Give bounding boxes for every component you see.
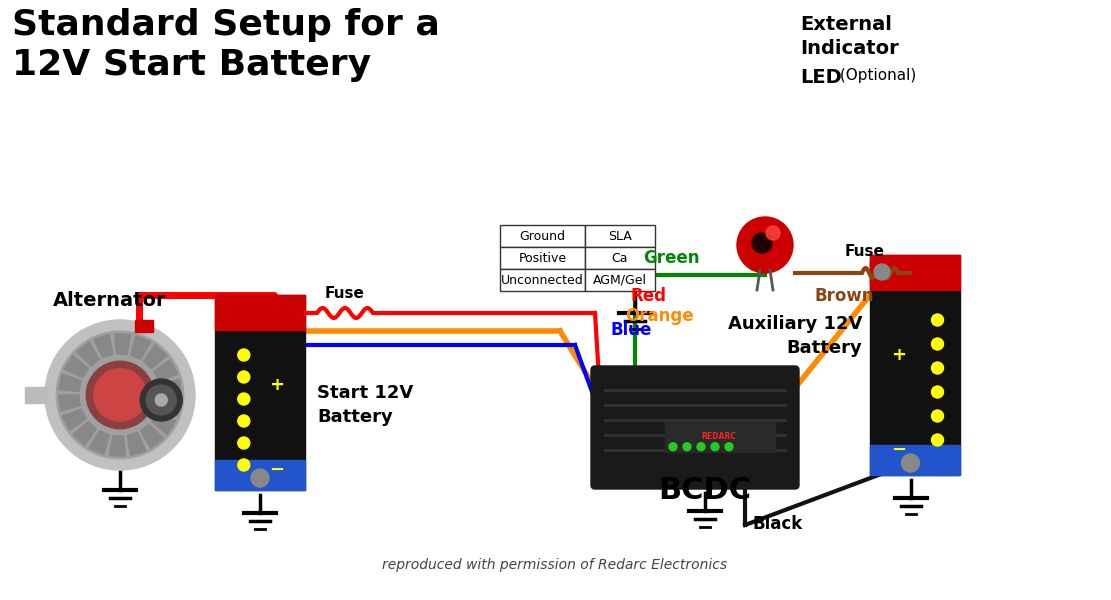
Text: Start 12V
Battery: Start 12V Battery	[317, 384, 413, 426]
Bar	[136, 320, 153, 332]
Polygon shape	[159, 398, 181, 416]
Bar	[585, 269, 655, 291]
Bar	[665, 422, 775, 452]
Text: +: +	[269, 376, 283, 394]
Text: Black: Black	[753, 515, 803, 533]
Circle shape	[238, 415, 250, 427]
Text: Green: Green	[643, 249, 700, 267]
Text: −: −	[269, 461, 283, 479]
Polygon shape	[127, 433, 146, 455]
Circle shape	[147, 385, 177, 415]
Polygon shape	[160, 379, 181, 395]
Bar	[216, 460, 306, 490]
Bar	[870, 261, 895, 283]
Text: Fuse: Fuse	[326, 286, 364, 301]
Bar	[870, 255, 960, 290]
Bar	[755, 252, 775, 270]
Text: 12V Start Battery: 12V Start Battery	[12, 48, 371, 82]
Circle shape	[697, 443, 705, 451]
Circle shape	[57, 331, 183, 459]
Bar	[500, 247, 585, 269]
Text: Orange: Orange	[625, 307, 693, 325]
Bar	[26, 387, 47, 403]
FancyBboxPatch shape	[591, 366, 799, 489]
Circle shape	[669, 443, 677, 451]
Polygon shape	[59, 374, 81, 391]
Bar	[585, 225, 655, 247]
Bar	[500, 225, 585, 247]
Circle shape	[765, 226, 780, 240]
Text: Auxiliary 12V
Battery: Auxiliary 12V Battery	[728, 315, 862, 356]
Circle shape	[140, 379, 182, 421]
Circle shape	[93, 369, 147, 421]
Circle shape	[46, 320, 196, 470]
Circle shape	[238, 349, 250, 361]
Text: Positive: Positive	[519, 251, 567, 265]
Text: Unconnected: Unconnected	[501, 274, 584, 286]
Polygon shape	[143, 344, 167, 368]
Text: reproduced with permission of Redarc Electronics: reproduced with permission of Redarc Ele…	[382, 558, 728, 572]
Text: Red: Red	[630, 287, 665, 305]
Circle shape	[931, 338, 943, 350]
Polygon shape	[64, 355, 89, 377]
Circle shape	[931, 362, 943, 374]
Circle shape	[737, 217, 793, 273]
Text: (Optional): (Optional)	[835, 68, 917, 83]
Circle shape	[725, 443, 733, 451]
Bar	[216, 295, 306, 330]
Circle shape	[251, 469, 269, 487]
Circle shape	[931, 314, 943, 326]
Text: SLA: SLA	[608, 229, 632, 242]
Circle shape	[156, 394, 168, 406]
Text: −: −	[891, 441, 907, 459]
Polygon shape	[89, 431, 109, 454]
Circle shape	[931, 410, 943, 422]
Bar	[870, 445, 960, 475]
Circle shape	[752, 233, 772, 253]
Circle shape	[683, 443, 691, 451]
Circle shape	[874, 264, 890, 280]
Circle shape	[931, 386, 943, 398]
Circle shape	[238, 459, 250, 471]
Polygon shape	[114, 334, 131, 355]
Text: AGM/Gel: AGM/Gel	[593, 274, 647, 286]
Bar	[870, 255, 960, 475]
Polygon shape	[141, 424, 163, 448]
Circle shape	[87, 361, 153, 429]
Circle shape	[931, 434, 943, 446]
Text: BCDC: BCDC	[659, 476, 751, 505]
Text: External
Indicator: External Indicator	[800, 15, 899, 58]
Text: +: +	[891, 346, 907, 364]
Polygon shape	[73, 422, 97, 445]
Text: Blue: Blue	[610, 321, 651, 339]
Polygon shape	[153, 360, 178, 381]
Bar	[585, 247, 655, 269]
Bar	[216, 295, 306, 490]
Polygon shape	[94, 334, 113, 358]
Text: Standard Setup for a: Standard Setup for a	[12, 8, 440, 42]
Polygon shape	[109, 436, 126, 456]
Circle shape	[238, 437, 250, 449]
Text: LED: LED	[800, 68, 842, 87]
Text: Ca: Ca	[612, 251, 628, 265]
Bar	[500, 269, 585, 291]
Text: Brown: Brown	[815, 287, 874, 305]
Text: Alternator: Alternator	[53, 291, 167, 310]
Polygon shape	[151, 412, 176, 434]
Polygon shape	[77, 342, 99, 366]
Circle shape	[238, 371, 250, 383]
Polygon shape	[131, 335, 151, 359]
Circle shape	[238, 393, 250, 405]
Text: REDARC: REDARC	[701, 432, 737, 441]
Text: Fuse: Fuse	[845, 244, 885, 259]
Polygon shape	[62, 409, 87, 430]
Polygon shape	[59, 395, 80, 411]
Circle shape	[711, 443, 719, 451]
Text: Ground: Ground	[520, 229, 565, 242]
Circle shape	[901, 454, 920, 472]
